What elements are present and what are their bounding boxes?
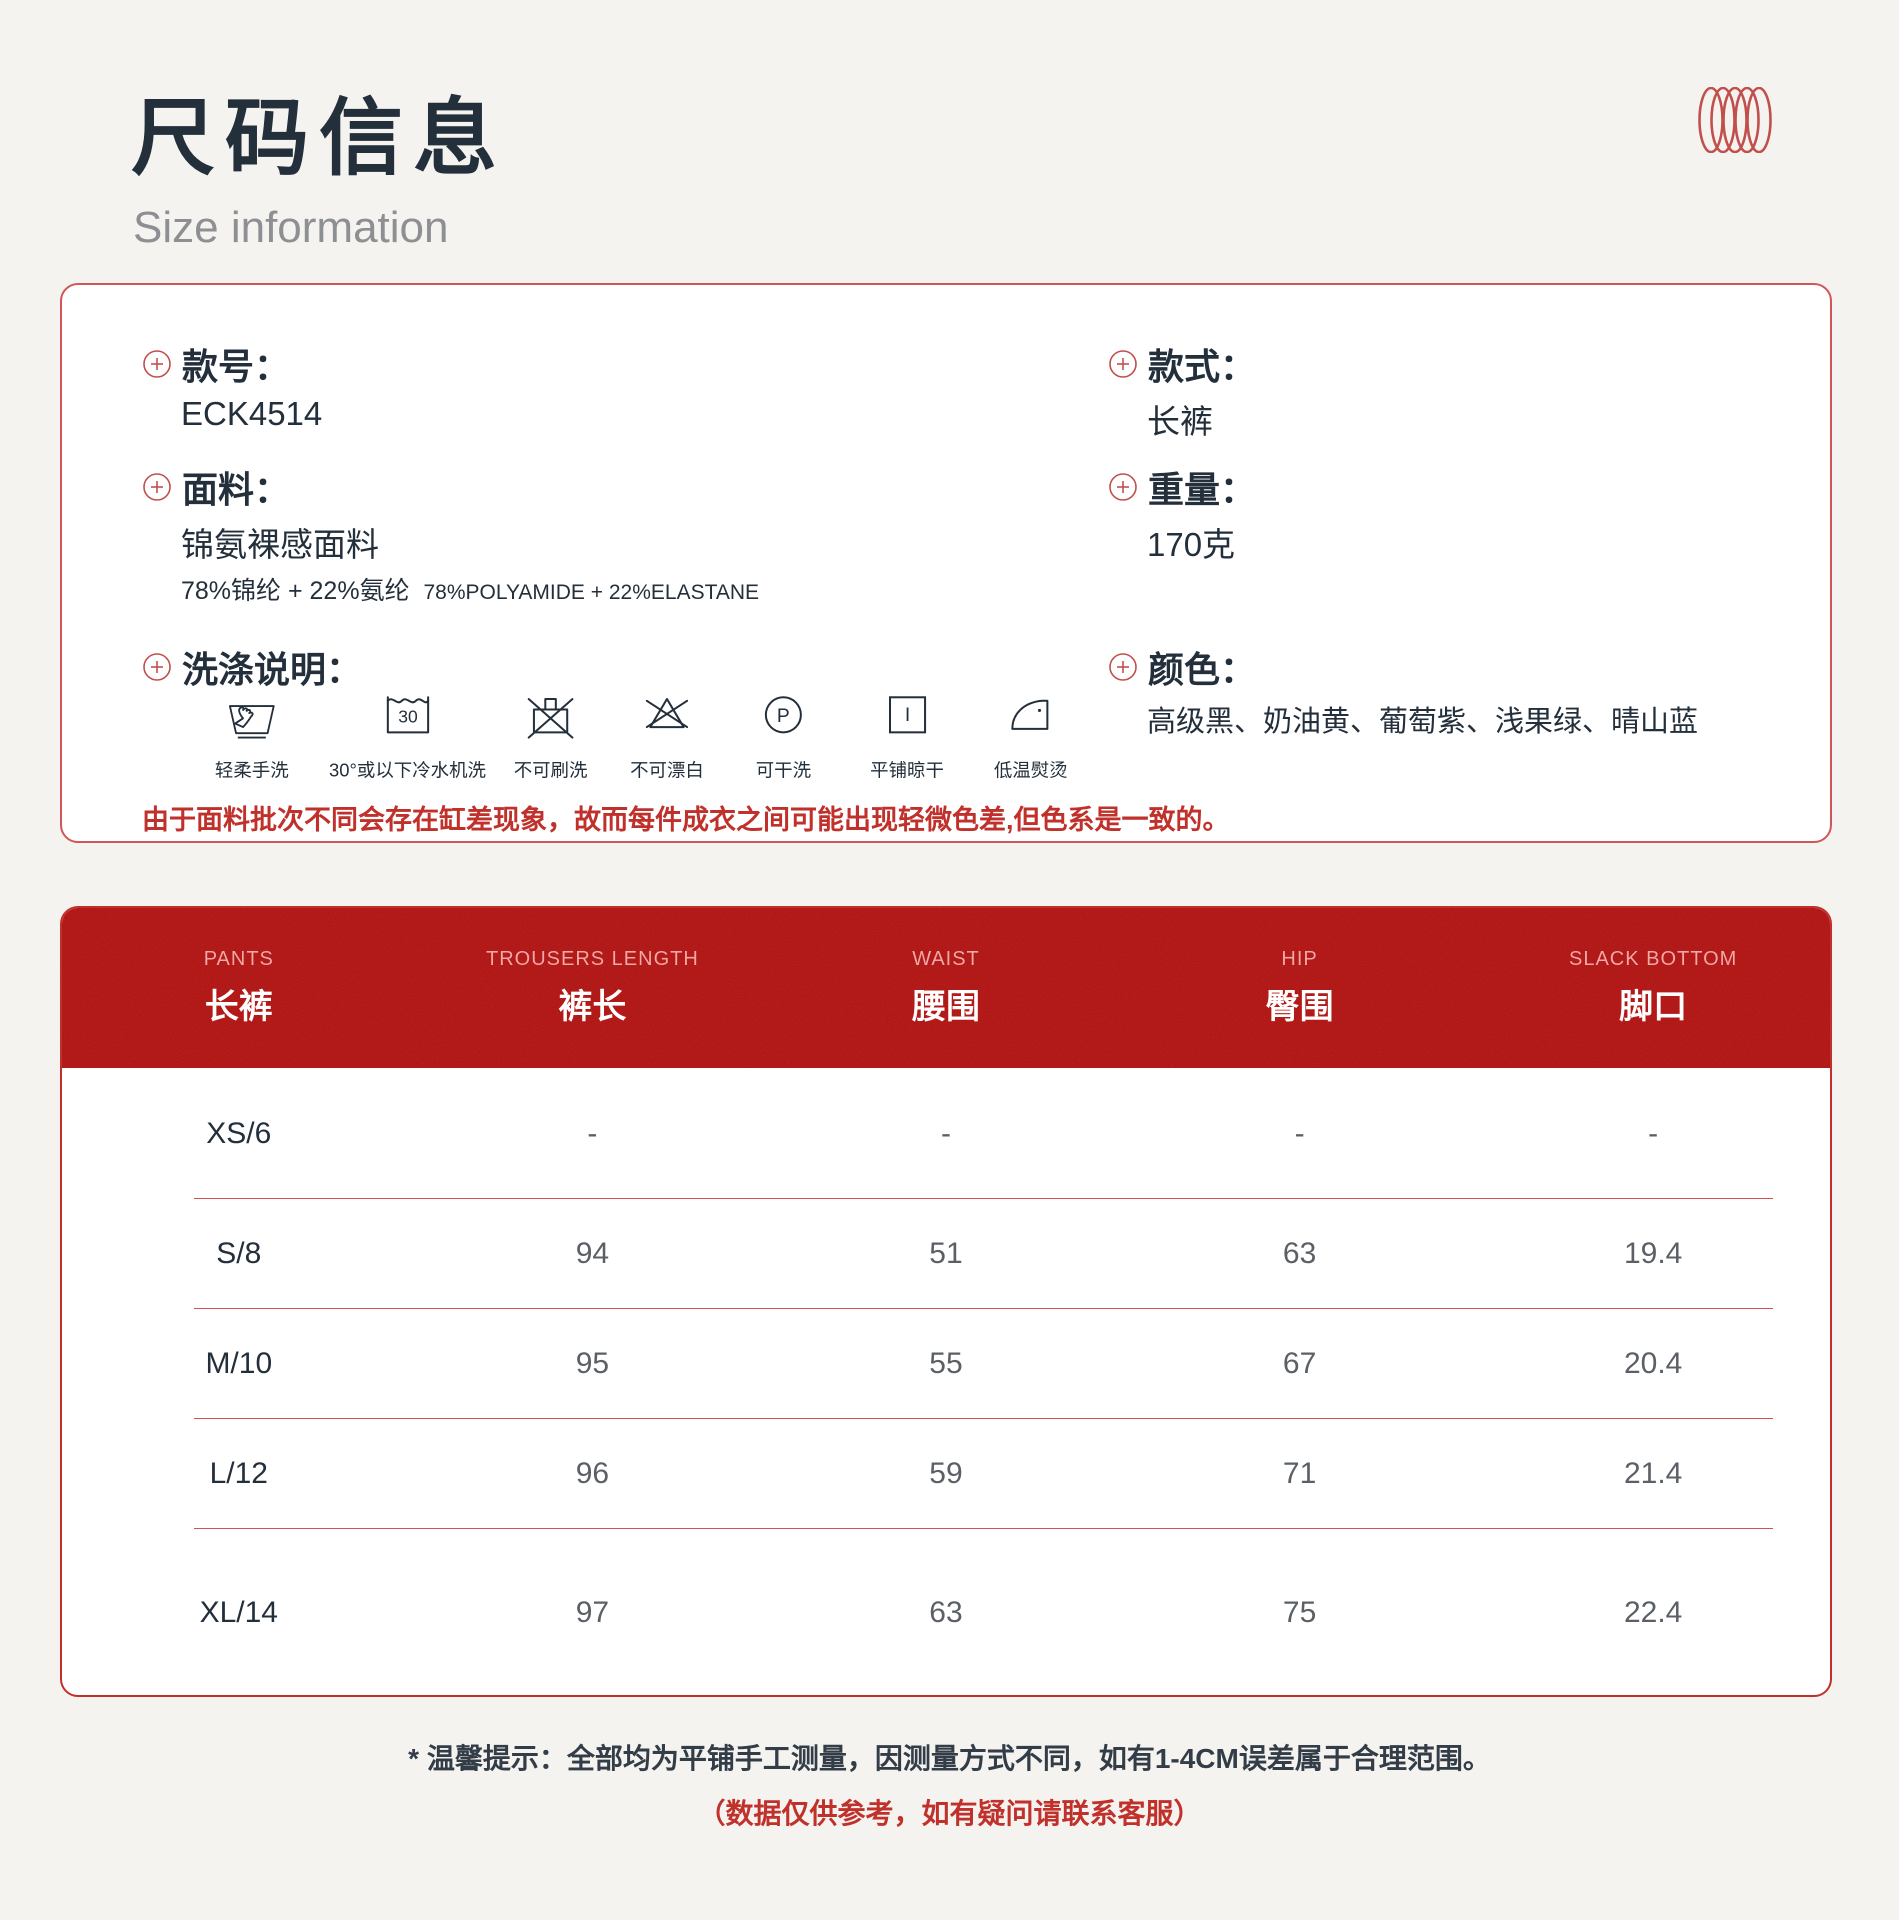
svg-text:30: 30 [398, 707, 418, 727]
svg-text:I: I [904, 705, 909, 726]
svg-text:P: P [777, 706, 790, 727]
